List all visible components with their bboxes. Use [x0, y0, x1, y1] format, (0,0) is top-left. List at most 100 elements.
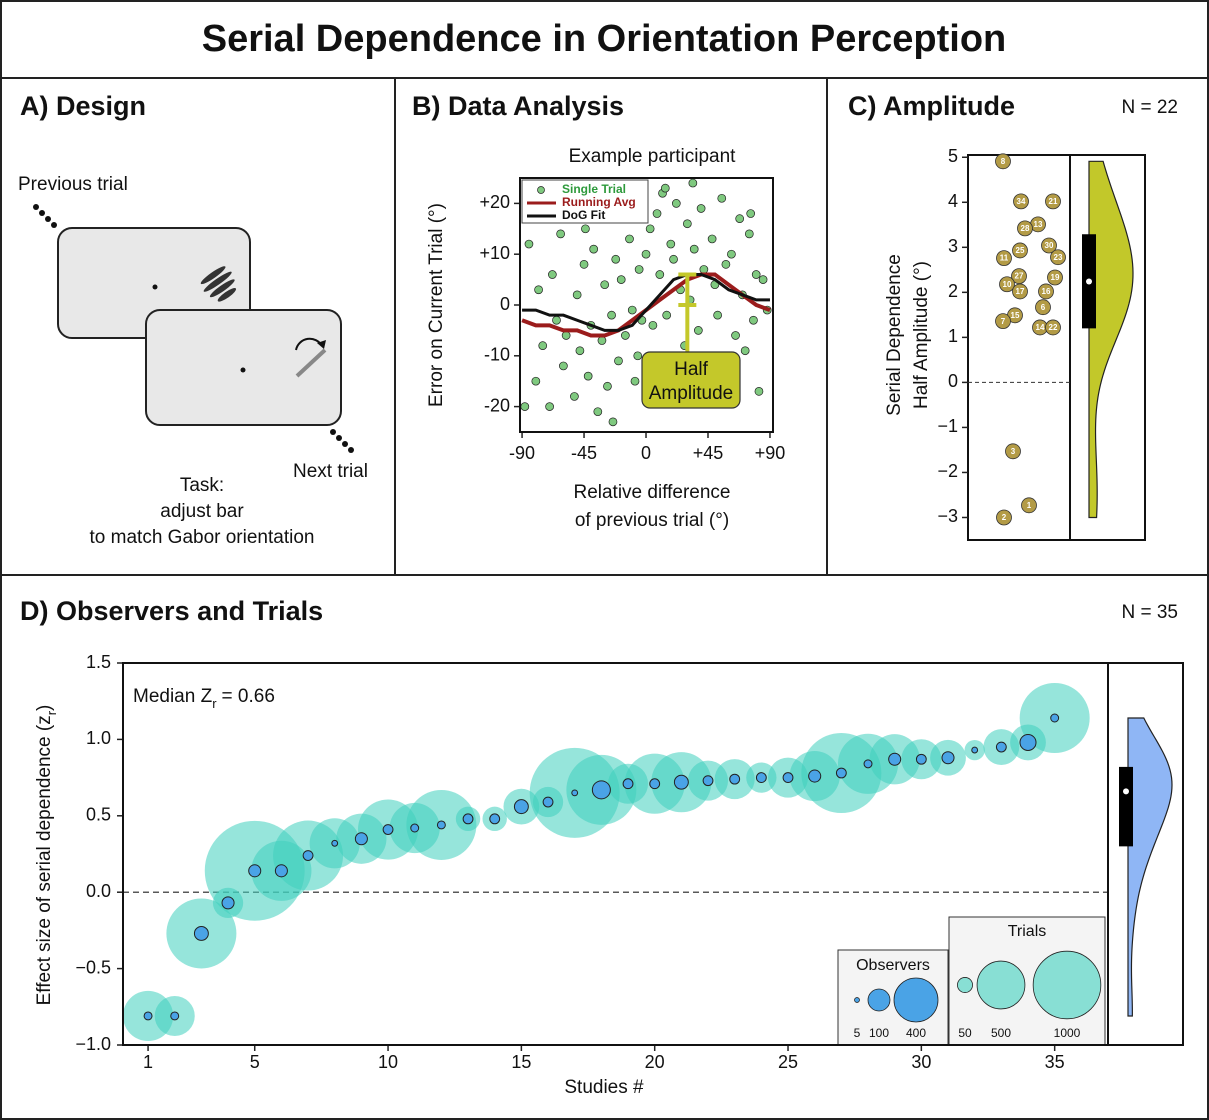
y-tick-label: −1: [937, 416, 958, 436]
observers-bubble: [863, 759, 873, 769]
point: [589, 244, 599, 254]
point: [1038, 283, 1054, 300]
violin: [1127, 717, 1173, 1017]
median-dot: [1123, 788, 1129, 795]
point: [749, 315, 758, 325]
point-label: 3: [1011, 447, 1016, 456]
point: [1012, 242, 1028, 259]
y-axis-label-part: r: [44, 710, 59, 715]
point: [520, 402, 530, 411]
point: [735, 214, 745, 223]
arrow-head: [317, 340, 326, 349]
x-tick-label: 15: [511, 1052, 531, 1072]
figure-title: Serial Dependence in Orientation Percept…: [202, 18, 1007, 60]
y-axis-label: Effect size of serial dependence (zr): [34, 705, 59, 1006]
point: [545, 402, 554, 411]
observers-bubble: [835, 767, 847, 779]
point: [630, 376, 640, 386]
x-tick-label: 35: [1045, 1052, 1065, 1072]
point: [575, 346, 585, 356]
legend-label: Single Trial: [562, 182, 626, 196]
chart-subtitle: Example participant: [569, 146, 737, 167]
point: [556, 229, 565, 239]
x-tick-label: +45: [693, 443, 724, 463]
point: [1013, 193, 1029, 210]
point-label: 6: [1041, 303, 1046, 312]
point: [731, 331, 740, 340]
response-bar: [295, 348, 327, 378]
point: [1035, 299, 1051, 316]
legend-bubble: [957, 977, 973, 993]
point: [655, 270, 665, 279]
observers-bubble: [649, 778, 661, 790]
observers-bubble: [971, 746, 979, 754]
point-label: 15: [1011, 311, 1020, 320]
point: [621, 331, 630, 340]
observers-bubble: [729, 773, 741, 785]
observers-bubble: [591, 780, 611, 800]
y-tick-label: 3: [948, 236, 958, 256]
point: [583, 371, 593, 381]
observers-bubble: [622, 778, 634, 790]
observers-bubble: [995, 741, 1007, 753]
y-axis-label: Serial Dependence: [884, 254, 905, 416]
point: [996, 250, 1012, 267]
point: [611, 254, 621, 264]
point-label: 28: [1021, 224, 1030, 233]
point: [600, 280, 610, 290]
y-tick-label: 1: [948, 326, 958, 346]
point: [579, 260, 589, 269]
observers-bubble: [571, 789, 579, 797]
point-label: 34: [1017, 197, 1026, 206]
observers-bubble: [248, 864, 262, 878]
x-tick-label: 1: [143, 1052, 153, 1072]
annotation-part: r: [212, 696, 217, 711]
y-tick-label: −2: [937, 461, 958, 481]
y-tick-label: −3: [937, 506, 958, 526]
point: [633, 351, 643, 361]
violin-frame: [1107, 662, 1184, 1046]
point: [746, 209, 756, 218]
point-label: 23: [1054, 253, 1063, 262]
point: [593, 407, 603, 417]
point: [648, 320, 658, 330]
point: [581, 224, 590, 234]
violin: [1088, 160, 1134, 519]
observers-bubble: [354, 832, 368, 846]
point: [666, 239, 676, 249]
point: [754, 387, 764, 396]
point: [570, 392, 579, 401]
observers-bubble: [489, 813, 501, 825]
x-axis-label: Studies #: [564, 1077, 644, 1098]
observers-bubble: [1019, 733, 1037, 751]
y-tick-label: 1.0: [86, 728, 111, 748]
fixation: [240, 367, 246, 373]
panel-title: D) Observers and Trials: [20, 596, 323, 626]
point: [652, 209, 662, 218]
point: [538, 341, 548, 350]
point: [713, 310, 722, 320]
point: [548, 270, 557, 279]
point: [999, 276, 1015, 293]
y-axis-label: Error on Current Trial (°): [426, 203, 447, 407]
point: [1017, 220, 1033, 237]
task-text: Task:: [180, 475, 224, 496]
point: [758, 275, 768, 284]
point: [717, 193, 727, 203]
point-label: 22: [1049, 323, 1058, 332]
point: [688, 178, 698, 188]
observers-bubble: [382, 824, 394, 835]
observers-bubble: [702, 775, 714, 787]
point: [660, 183, 670, 193]
y-tick-label: 2: [948, 281, 958, 301]
point-label: 1: [1027, 501, 1032, 510]
observers-bubble: [542, 796, 554, 808]
observers-bubble: [888, 752, 902, 766]
x-tick-label: -90: [509, 443, 535, 463]
point-label: 16: [1042, 287, 1051, 296]
point: [1045, 319, 1061, 336]
fixation: [152, 284, 158, 290]
point: [1050, 249, 1066, 266]
point-label: 11: [1000, 254, 1009, 263]
observers-bubble: [513, 799, 529, 815]
